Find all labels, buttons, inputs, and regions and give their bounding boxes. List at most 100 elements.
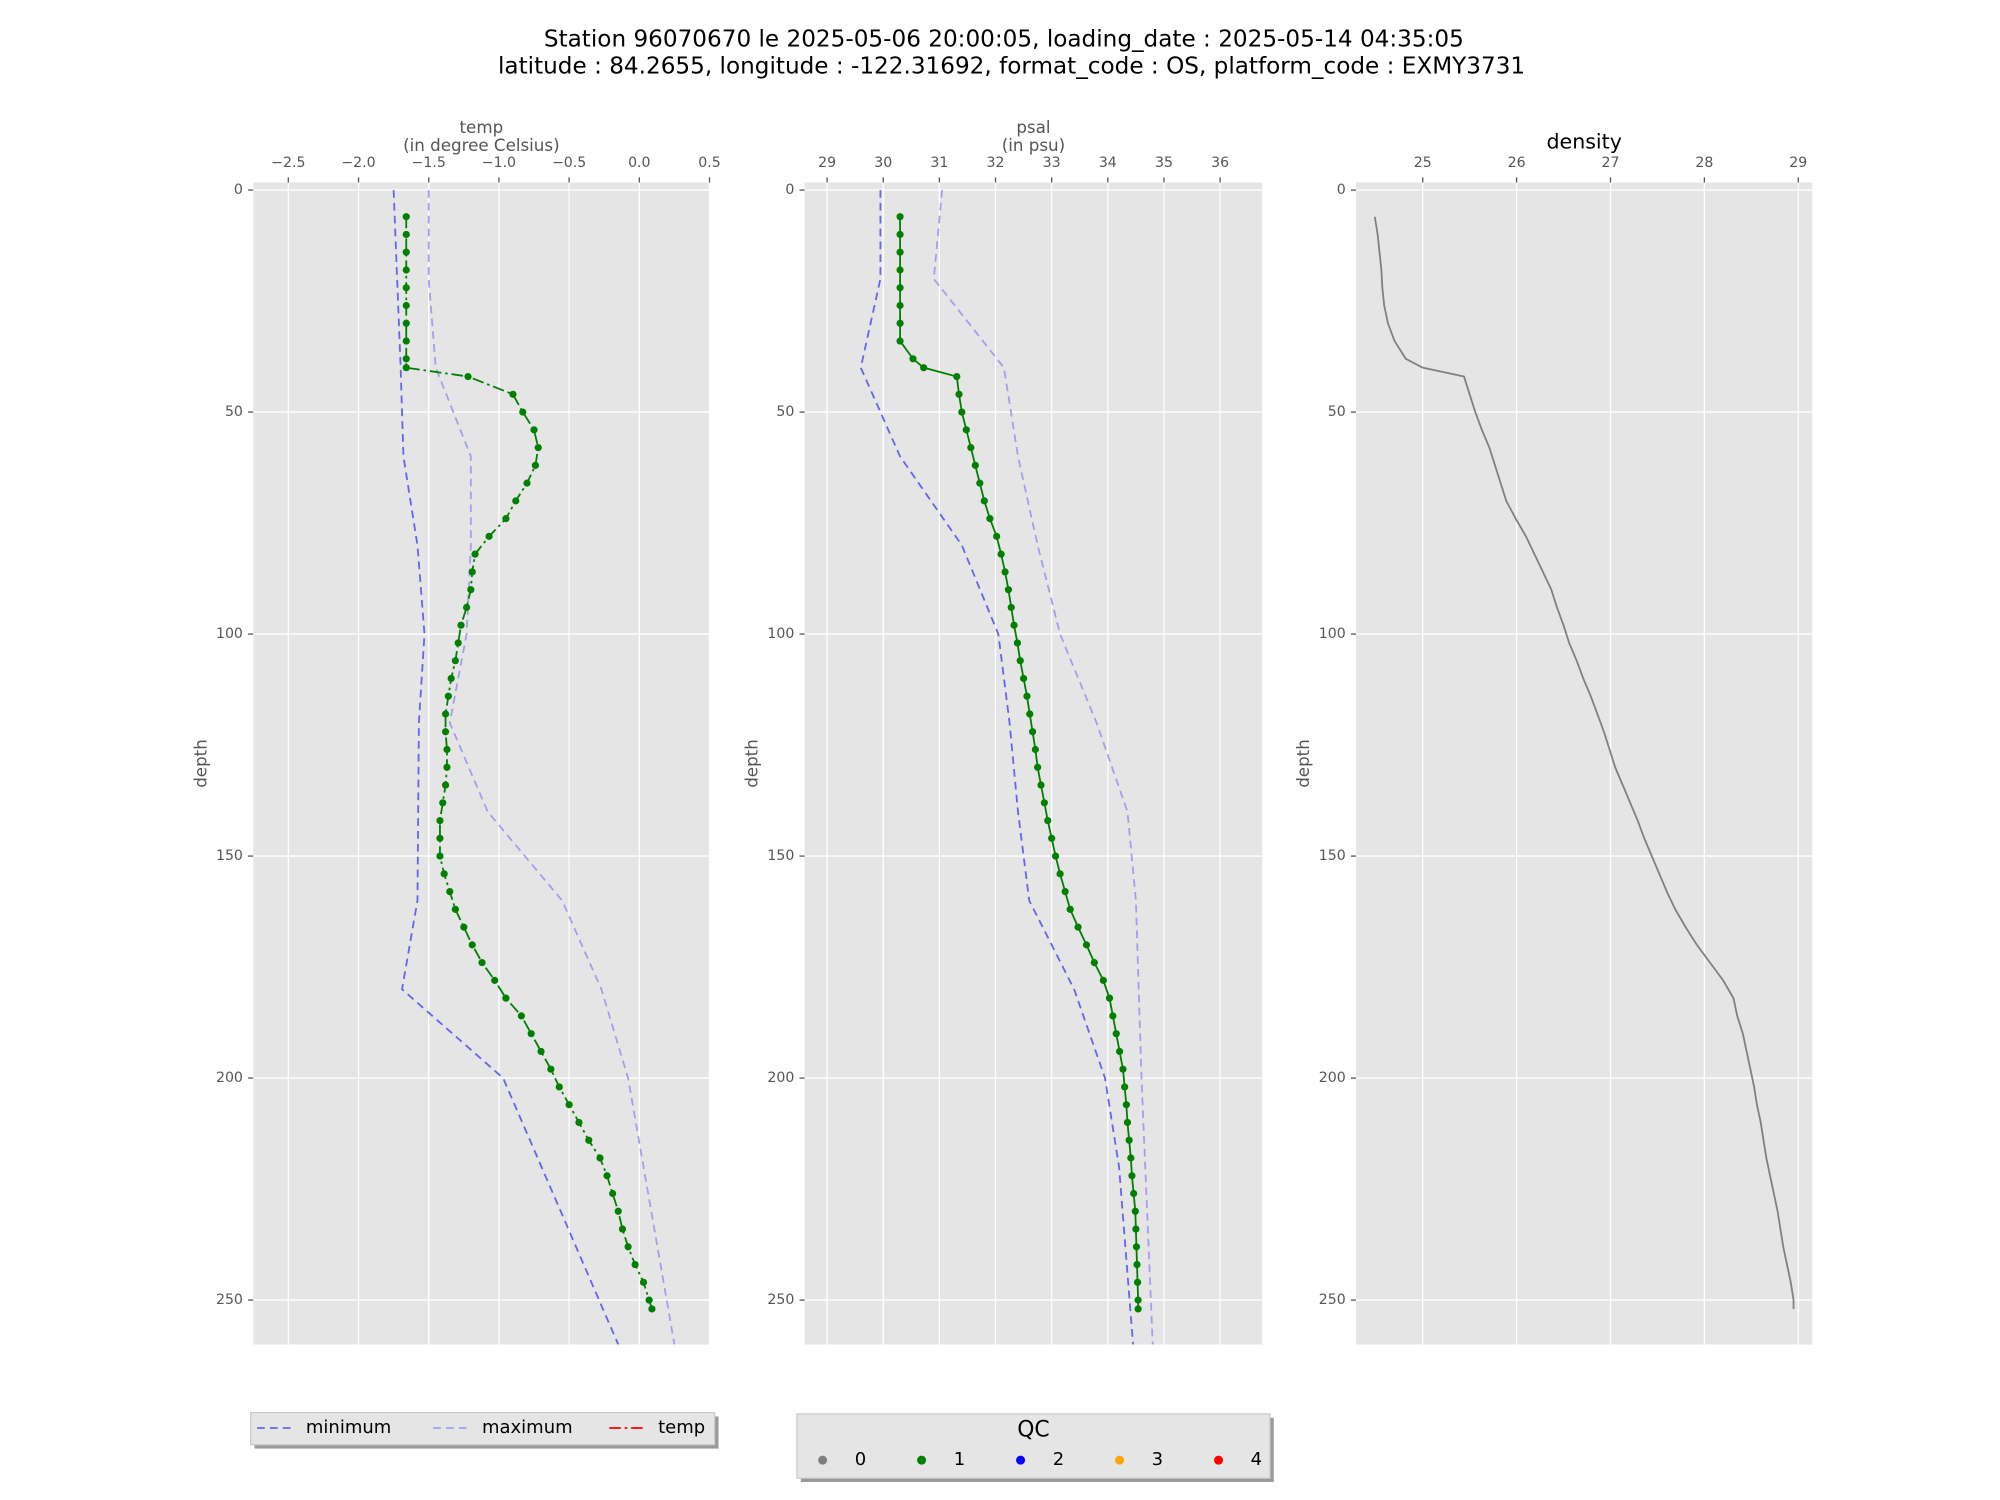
legend-label: minimum <box>306 1417 391 1438</box>
qc-legend-marker <box>1214 1455 1224 1465</box>
y-tick-label: 150 <box>1319 848 1346 864</box>
profile-marker <box>896 284 904 292</box>
profile-marker <box>993 532 1001 540</box>
plot-area <box>1356 182 1813 1345</box>
y-axis-label: depth <box>1293 739 1313 788</box>
profile-marker <box>1048 834 1056 842</box>
profile-marker <box>976 479 984 487</box>
profile-marker <box>896 248 904 256</box>
profile-marker <box>402 248 410 256</box>
profile-marker <box>1028 728 1037 736</box>
x-tick-label: 0.0 <box>628 155 650 171</box>
x-tick-label: −1.0 <box>482 155 516 171</box>
profile-marker <box>402 364 410 372</box>
profile-marker <box>1023 692 1031 700</box>
profile-marker <box>1134 1296 1142 1304</box>
profile-marker <box>997 550 1005 558</box>
profile-marker <box>1031 745 1039 754</box>
profile-marker <box>443 745 451 754</box>
series-group <box>859 189 1154 1345</box>
profile-marker <box>1001 568 1009 576</box>
x-tick-label: 36 <box>1211 155 1229 171</box>
profile-marker <box>402 337 410 345</box>
profile-marker <box>446 887 454 896</box>
x-tick-label: −1.5 <box>412 155 446 171</box>
x-tick-label: 25 <box>1414 155 1432 171</box>
qc-legend-label: 3 <box>1152 1449 1163 1470</box>
y-tick-label: 0 <box>1337 182 1346 198</box>
profile-line <box>859 190 1134 1345</box>
profile-marker <box>1127 1154 1135 1162</box>
profile-marker <box>958 408 966 416</box>
panel-title: density <box>1547 130 1622 154</box>
y-tick-label: 50 <box>225 404 243 420</box>
profile-marker <box>1037 781 1045 789</box>
y-tick-label: 200 <box>216 1070 243 1086</box>
profile-marker <box>585 1136 593 1144</box>
y-tick-label: 100 <box>1319 626 1346 642</box>
figure-title: Station 96070670 le 2025-05-06 20:00:05,… <box>544 26 1464 52</box>
profile-marker <box>460 923 468 931</box>
profile-marker <box>447 674 455 683</box>
x-axis-label: psal <box>1016 117 1050 137</box>
x-axis-label: temp <box>460 117 504 137</box>
profile-marker <box>1133 1278 1142 1286</box>
profile-marker <box>478 959 486 967</box>
profile-marker <box>1034 763 1042 771</box>
profile-marker <box>896 301 904 310</box>
profile-marker <box>402 266 410 274</box>
profile-marker <box>468 568 476 576</box>
x-tick-label: −0.5 <box>552 155 586 171</box>
x-tick-label: 34 <box>1099 155 1117 171</box>
profile-marker <box>436 834 444 842</box>
profile-marker <box>614 1207 622 1215</box>
profile-marker <box>1004 586 1013 594</box>
profile-marker <box>1121 1083 1129 1091</box>
profile-marker <box>962 426 970 434</box>
profile-marker <box>402 319 410 327</box>
profile-marker <box>1061 887 1069 896</box>
profile-marker <box>603 1172 611 1180</box>
profile-marker <box>534 443 542 452</box>
series-group <box>392 190 676 1345</box>
profile-marker <box>896 337 904 345</box>
qc-legend-label: 0 <box>855 1449 866 1470</box>
qc-legend-marker <box>1016 1455 1026 1465</box>
profile-marker <box>547 1065 555 1073</box>
x-axis-unit: (in psu) <box>1002 135 1065 155</box>
profile-marker <box>1123 1118 1132 1127</box>
y-tick-label: 200 <box>767 1070 794 1086</box>
profile-marker <box>1105 994 1114 1002</box>
profile-marker <box>986 515 994 523</box>
profile-marker <box>1099 976 1107 984</box>
profile-marker <box>1051 852 1060 860</box>
profile-line <box>427 190 676 1345</box>
profile-marker <box>896 230 904 239</box>
profile-marker <box>451 905 459 913</box>
profile-marker <box>1122 1101 1130 1109</box>
profile-marker <box>436 852 444 860</box>
profile-marker <box>463 603 471 612</box>
x-tick-label: 30 <box>874 155 892 171</box>
qc-legend-label: 4 <box>1251 1449 1262 1470</box>
profile-marker <box>1132 1243 1141 1251</box>
y-tick-label: 250 <box>767 1292 794 1308</box>
profile-marker <box>440 870 448 878</box>
profile-marker <box>1125 1136 1133 1144</box>
profile-marker <box>624 1243 632 1251</box>
y-axis-label: depth <box>742 739 762 788</box>
y-tick-label: 100 <box>767 626 794 642</box>
profile-marker <box>909 355 917 363</box>
profile-marker <box>439 799 447 807</box>
plot-area <box>253 182 710 1345</box>
profile-marker <box>618 1225 627 1233</box>
y-tick-label: 0 <box>785 182 794 198</box>
x-tick-label: −2.5 <box>271 155 305 171</box>
profile-line <box>899 216 1140 1309</box>
y-tick-label: 200 <box>1319 1070 1346 1086</box>
qc-legend-label: 1 <box>954 1449 965 1470</box>
profile-marker <box>457 621 465 629</box>
profile-marker <box>464 372 472 381</box>
profile-marker <box>530 426 538 434</box>
